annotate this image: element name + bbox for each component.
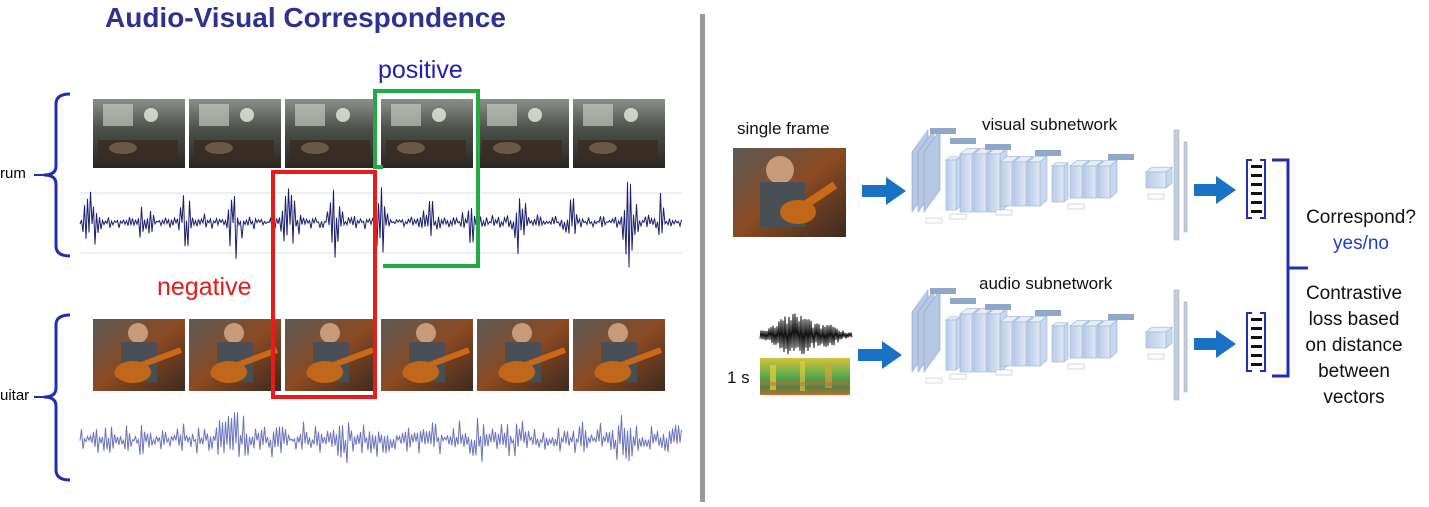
negative-pair-box bbox=[271, 170, 377, 399]
drum-group-label: rum bbox=[0, 165, 26, 182]
yes-no-answer: yes/no bbox=[1333, 233, 1389, 254]
audio-subnetwork-label: audio subnetwork bbox=[979, 274, 1113, 293]
loss-line: between bbox=[1318, 361, 1390, 382]
loss-line: loss based bbox=[1308, 309, 1400, 330]
audio-embedding-vector bbox=[1246, 312, 1266, 372]
visual-subnetwork-label: visual subnetwork bbox=[982, 115, 1118, 134]
panel-divider bbox=[700, 14, 705, 502]
loss-line: on distance bbox=[1305, 335, 1403, 356]
guitar-video-frames bbox=[93, 319, 665, 391]
negative-label: negative bbox=[157, 273, 252, 301]
loss-line: Contrastive bbox=[1305, 283, 1403, 304]
slide-title: Audio-Visual Correspondence bbox=[105, 2, 506, 33]
fusion-bracket bbox=[1272, 158, 1290, 378]
contrastive-loss-text: Contrastive loss based on distance betwe… bbox=[1296, 281, 1412, 411]
drum-frame-thumbnail bbox=[573, 99, 665, 168]
drum-audio-waveform bbox=[79, 181, 682, 268]
correspond-question: Correspond? bbox=[1306, 207, 1416, 228]
positive-pair-box bbox=[373, 89, 480, 268]
positive-label: positive bbox=[378, 56, 463, 84]
drum-frame-thumbnail bbox=[477, 99, 569, 168]
guitar-group-bracket bbox=[43, 313, 71, 482]
guitar-group-label: uitar bbox=[0, 387, 30, 404]
guitar-frame-thumbnail bbox=[477, 319, 569, 391]
single-frame-image bbox=[733, 148, 846, 237]
guitar-audio-waveform bbox=[79, 412, 682, 464]
visual-embedding-vector bbox=[1246, 159, 1266, 219]
audio-clip-waveform bbox=[759, 313, 853, 355]
drum-frame-thumbnail bbox=[381, 99, 473, 168]
drum-frame-thumbnail bbox=[93, 99, 185, 168]
drum-frame-thumbnail bbox=[285, 99, 377, 168]
arrow-audio-to-vector bbox=[1194, 330, 1236, 358]
guitar-frame-thumbnail bbox=[381, 319, 473, 391]
guitar-frame-thumbnail bbox=[573, 319, 665, 391]
audio-spectrogram bbox=[760, 358, 850, 395]
arrow-frame-to-visual bbox=[862, 177, 906, 205]
duration-label: 1 s bbox=[727, 368, 750, 387]
guitar-frame-thumbnail bbox=[285, 319, 377, 391]
drum-frame-thumbnail bbox=[189, 99, 281, 168]
drum-group-bracket bbox=[43, 92, 71, 258]
audio-subnetwork-diagram bbox=[911, 288, 1188, 401]
arrow-visual-to-vector bbox=[1194, 176, 1236, 204]
loss-line: vectors bbox=[1323, 387, 1385, 408]
guitar-frame-thumbnail bbox=[93, 319, 185, 391]
guitar-frame-thumbnail bbox=[189, 319, 281, 391]
arrow-audio-to-subnetwork bbox=[858, 341, 902, 369]
drum-video-frames bbox=[93, 99, 665, 168]
single-frame-label: single frame bbox=[737, 119, 830, 138]
visual-subnetwork-diagram bbox=[911, 128, 1188, 241]
